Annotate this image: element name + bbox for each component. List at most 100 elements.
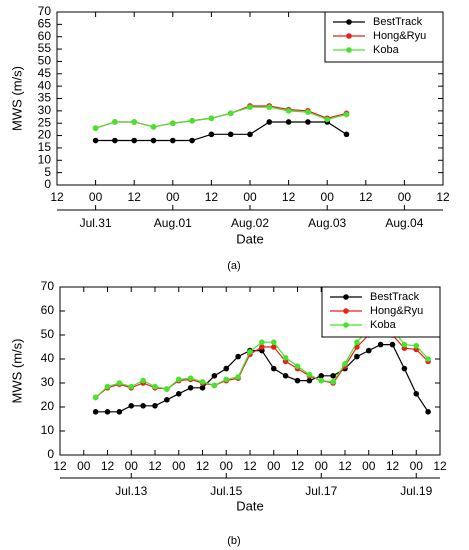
series-line	[95, 106, 347, 129]
legend-swatch	[346, 19, 352, 25]
y-tick-label: 40	[38, 78, 52, 92]
point	[259, 344, 265, 350]
y-tick-label: 45	[38, 66, 52, 80]
x-tick-label: 12	[359, 190, 373, 204]
point	[112, 119, 118, 125]
x-tick-label: 12	[291, 459, 305, 473]
point	[116, 380, 123, 386]
point	[227, 110, 234, 117]
y-tick-label: 65	[38, 17, 52, 31]
legend-swatch	[346, 47, 352, 53]
x-tick-label: 12	[101, 459, 115, 473]
point	[282, 373, 289, 379]
point	[189, 137, 195, 144]
legend-label: Koba	[373, 44, 400, 56]
series-line	[95, 121, 347, 142]
point	[318, 373, 325, 379]
point	[211, 373, 218, 379]
point	[306, 377, 313, 384]
date-label: Aug.03	[308, 216, 346, 230]
point	[92, 409, 99, 415]
point	[354, 353, 360, 360]
point	[389, 341, 396, 348]
point	[413, 343, 420, 349]
point	[235, 353, 241, 360]
legend-swatch	[343, 308, 349, 314]
legend-swatch	[343, 322, 349, 328]
date-label: Jul.13	[115, 484, 147, 498]
point	[306, 371, 313, 378]
y-tick-label: 0	[47, 447, 54, 461]
point	[211, 382, 218, 389]
y-tick-label: 40	[41, 351, 55, 365]
point	[150, 124, 157, 130]
point	[377, 341, 384, 348]
date-label: Jul.15	[210, 484, 242, 498]
point	[324, 116, 331, 123]
point	[305, 109, 311, 115]
point	[425, 409, 431, 415]
point	[294, 377, 301, 384]
point	[104, 383, 111, 390]
point	[235, 374, 241, 380]
point	[150, 137, 157, 144]
x-tick-label: 00	[172, 459, 186, 473]
point	[112, 137, 118, 144]
y-axis-label: MWS (m/s)	[9, 339, 24, 404]
x-tick-label: 00	[315, 459, 329, 473]
x-tick-label: 12	[386, 459, 400, 473]
point	[270, 339, 277, 346]
point	[92, 137, 99, 144]
point	[343, 131, 350, 138]
point	[425, 356, 431, 362]
x-tick-label: 12	[53, 459, 67, 473]
point	[247, 131, 253, 138]
x-tick-label: 12	[436, 190, 450, 204]
y-tick-label: 0	[44, 177, 51, 191]
x-axis-label: Date	[236, 498, 263, 513]
point	[152, 403, 158, 409]
caption: (b)	[227, 535, 240, 547]
point	[223, 376, 230, 383]
date-label: Aug.02	[231, 216, 269, 230]
point	[270, 365, 277, 372]
point	[128, 383, 135, 390]
point	[208, 115, 215, 122]
legend-swatch	[343, 294, 349, 300]
y-tick-label: 10	[38, 152, 52, 166]
y-tick-label: 25	[38, 115, 52, 129]
point	[247, 349, 253, 355]
y-tick-label: 5	[44, 165, 51, 179]
point	[152, 383, 158, 390]
point	[199, 385, 206, 391]
x-tick-label: 12	[282, 190, 296, 204]
point	[104, 409, 111, 415]
x-tick-label: 12	[338, 459, 352, 473]
x-tick-label: 12	[148, 459, 162, 473]
y-tick-label: 10	[41, 423, 55, 437]
point	[259, 339, 265, 346]
point	[266, 104, 273, 110]
series-line	[95, 327, 429, 398]
x-tick-label: 00	[89, 190, 103, 204]
y-tick-label: 60	[41, 303, 55, 317]
point	[227, 131, 234, 138]
point	[247, 104, 253, 110]
point	[189, 117, 195, 124]
point	[342, 361, 348, 367]
point	[140, 377, 146, 384]
point	[140, 403, 146, 409]
point	[164, 397, 170, 403]
point	[187, 385, 194, 391]
point	[413, 391, 420, 397]
point	[131, 137, 137, 144]
x-tick-label: 12	[128, 190, 142, 204]
point	[318, 377, 325, 384]
y-tick-label: 35	[38, 91, 52, 105]
x-tick-label: 12	[196, 459, 210, 473]
x-tick-label: 00	[410, 459, 424, 473]
legend-box	[321, 286, 441, 338]
point	[170, 137, 176, 144]
point	[282, 355, 289, 361]
